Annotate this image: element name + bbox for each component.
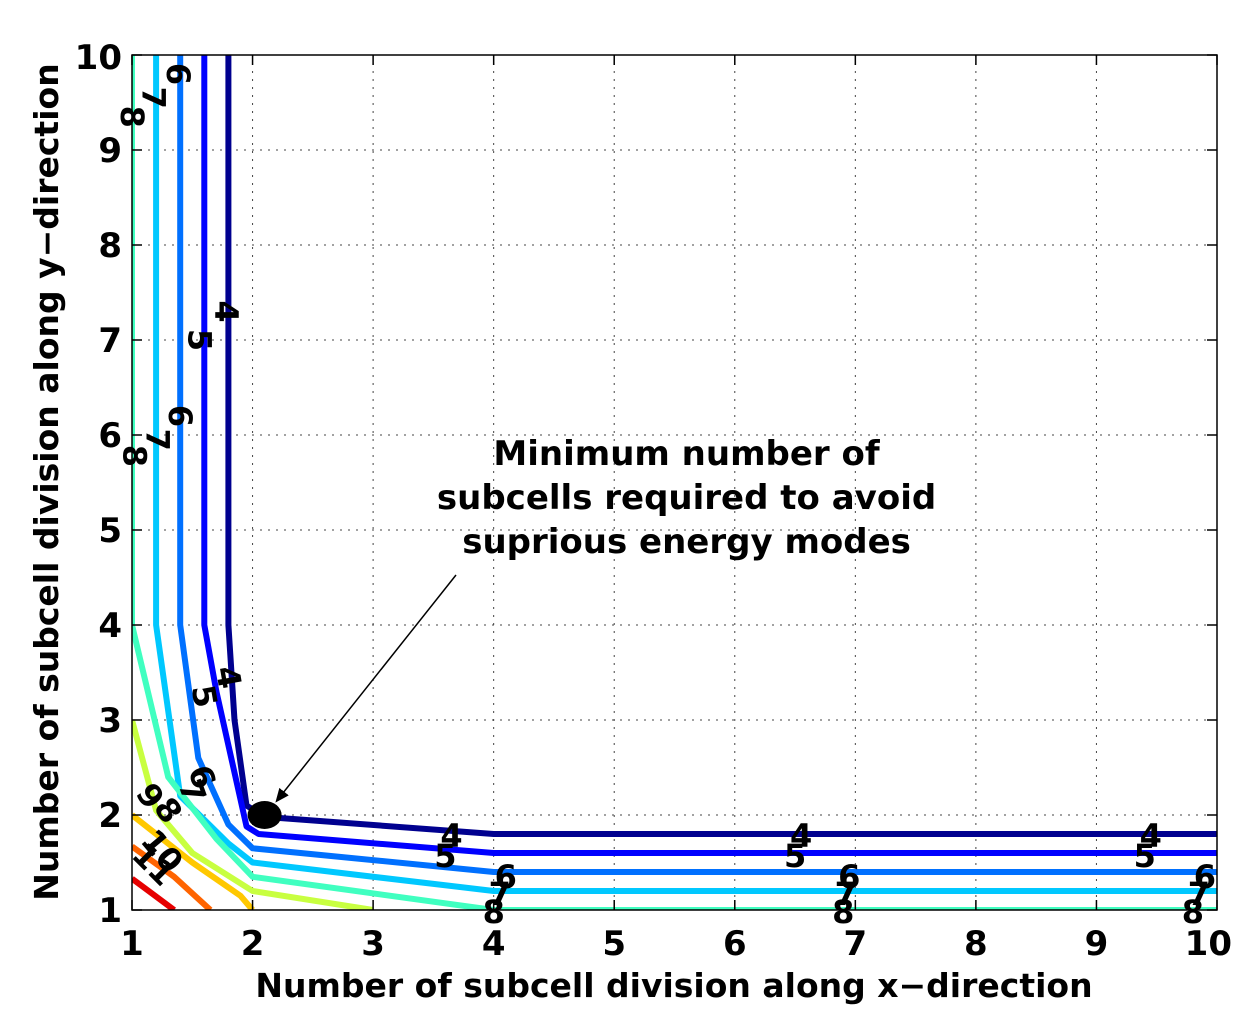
contour-line-level-12 (132, 876, 176, 910)
x-tick-label: 10 (1185, 924, 1232, 964)
contour-label: 5 (181, 329, 219, 351)
x-tick-label: 3 (361, 924, 385, 964)
contour-label: 7 (138, 429, 176, 451)
annotation-text-line: suprious energy modes (462, 522, 911, 562)
x-tick-label: 5 (602, 924, 626, 964)
contour-label: 7 (489, 875, 511, 913)
contour-label: 4 (790, 817, 812, 855)
contour-label: 8 (113, 106, 151, 128)
contour-label: 5 (784, 837, 806, 875)
contour-label: 5 (434, 837, 456, 875)
contour-label: 8 (832, 893, 854, 931)
y-axis-label: Number of subcell division along y−direc… (27, 63, 66, 900)
y-tick-label: 4 (98, 606, 122, 646)
contour-line-level-11 (132, 843, 213, 910)
contour-label: 6 (159, 63, 197, 85)
contour-line-level-4 (225, 55, 1217, 837)
y-tick-label: 10 (75, 38, 122, 78)
minimum-point-marker (247, 801, 282, 829)
contour-line-level-8 (132, 55, 1217, 910)
x-tick-label: 8 (964, 924, 988, 964)
contour-label: 4 (207, 300, 245, 322)
annotation-text-line: subcells required to avoid (437, 478, 936, 518)
y-tick-label: 1 (98, 891, 122, 931)
contour-line-level-5 (201, 55, 1217, 856)
x-tick-label: 7 (843, 924, 867, 964)
contour-label: 7 (835, 875, 857, 913)
plot-area (132, 55, 1217, 910)
contour-label: 6 (495, 858, 517, 896)
contour-line-level-6 (177, 55, 1217, 875)
grid (132, 55, 1217, 910)
y-tick-label: 2 (98, 796, 122, 836)
contour-label: 8 (1182, 893, 1204, 931)
contour-label: 6 (1194, 858, 1216, 896)
x-axis-label: Number of subcell division along x−direc… (255, 966, 1092, 1005)
x-tick-label: 9 (1085, 924, 1109, 964)
y-tick-label: 7 (98, 321, 122, 361)
contour-line-level-7 (153, 55, 1217, 894)
contour-lines (132, 55, 1217, 910)
contour-line-level-9 (132, 719, 374, 910)
contour-label: 8 (115, 445, 153, 467)
contour-label: 4 (440, 817, 462, 855)
contour-label: 4 (1140, 817, 1162, 855)
x-tick-label: 4 (482, 924, 506, 964)
plot-frame (131, 54, 1218, 911)
contour-label: 5 (1134, 837, 1156, 875)
contour-label: 6 (838, 858, 860, 896)
y-tick-label: 5 (98, 511, 122, 551)
x-tick-label: 1 (120, 924, 144, 964)
contour-label: 8 (483, 893, 505, 931)
contour-label: 7 (135, 87, 173, 109)
x-tick-label: 2 (241, 924, 265, 964)
contour-line-level-10 (132, 812, 255, 910)
annotation-text-line: Minimum number of (493, 434, 880, 474)
y-tick-label: 9 (98, 131, 122, 171)
annotation-arrow (275, 574, 457, 803)
x-tick-label: 6 (723, 924, 747, 964)
contour-label: 6 (161, 405, 199, 427)
y-tick-label: 3 (98, 701, 122, 741)
y-tick-label: 6 (98, 416, 122, 456)
contour-label: 7 (1188, 875, 1210, 913)
y-tick-label: 8 (98, 226, 122, 266)
